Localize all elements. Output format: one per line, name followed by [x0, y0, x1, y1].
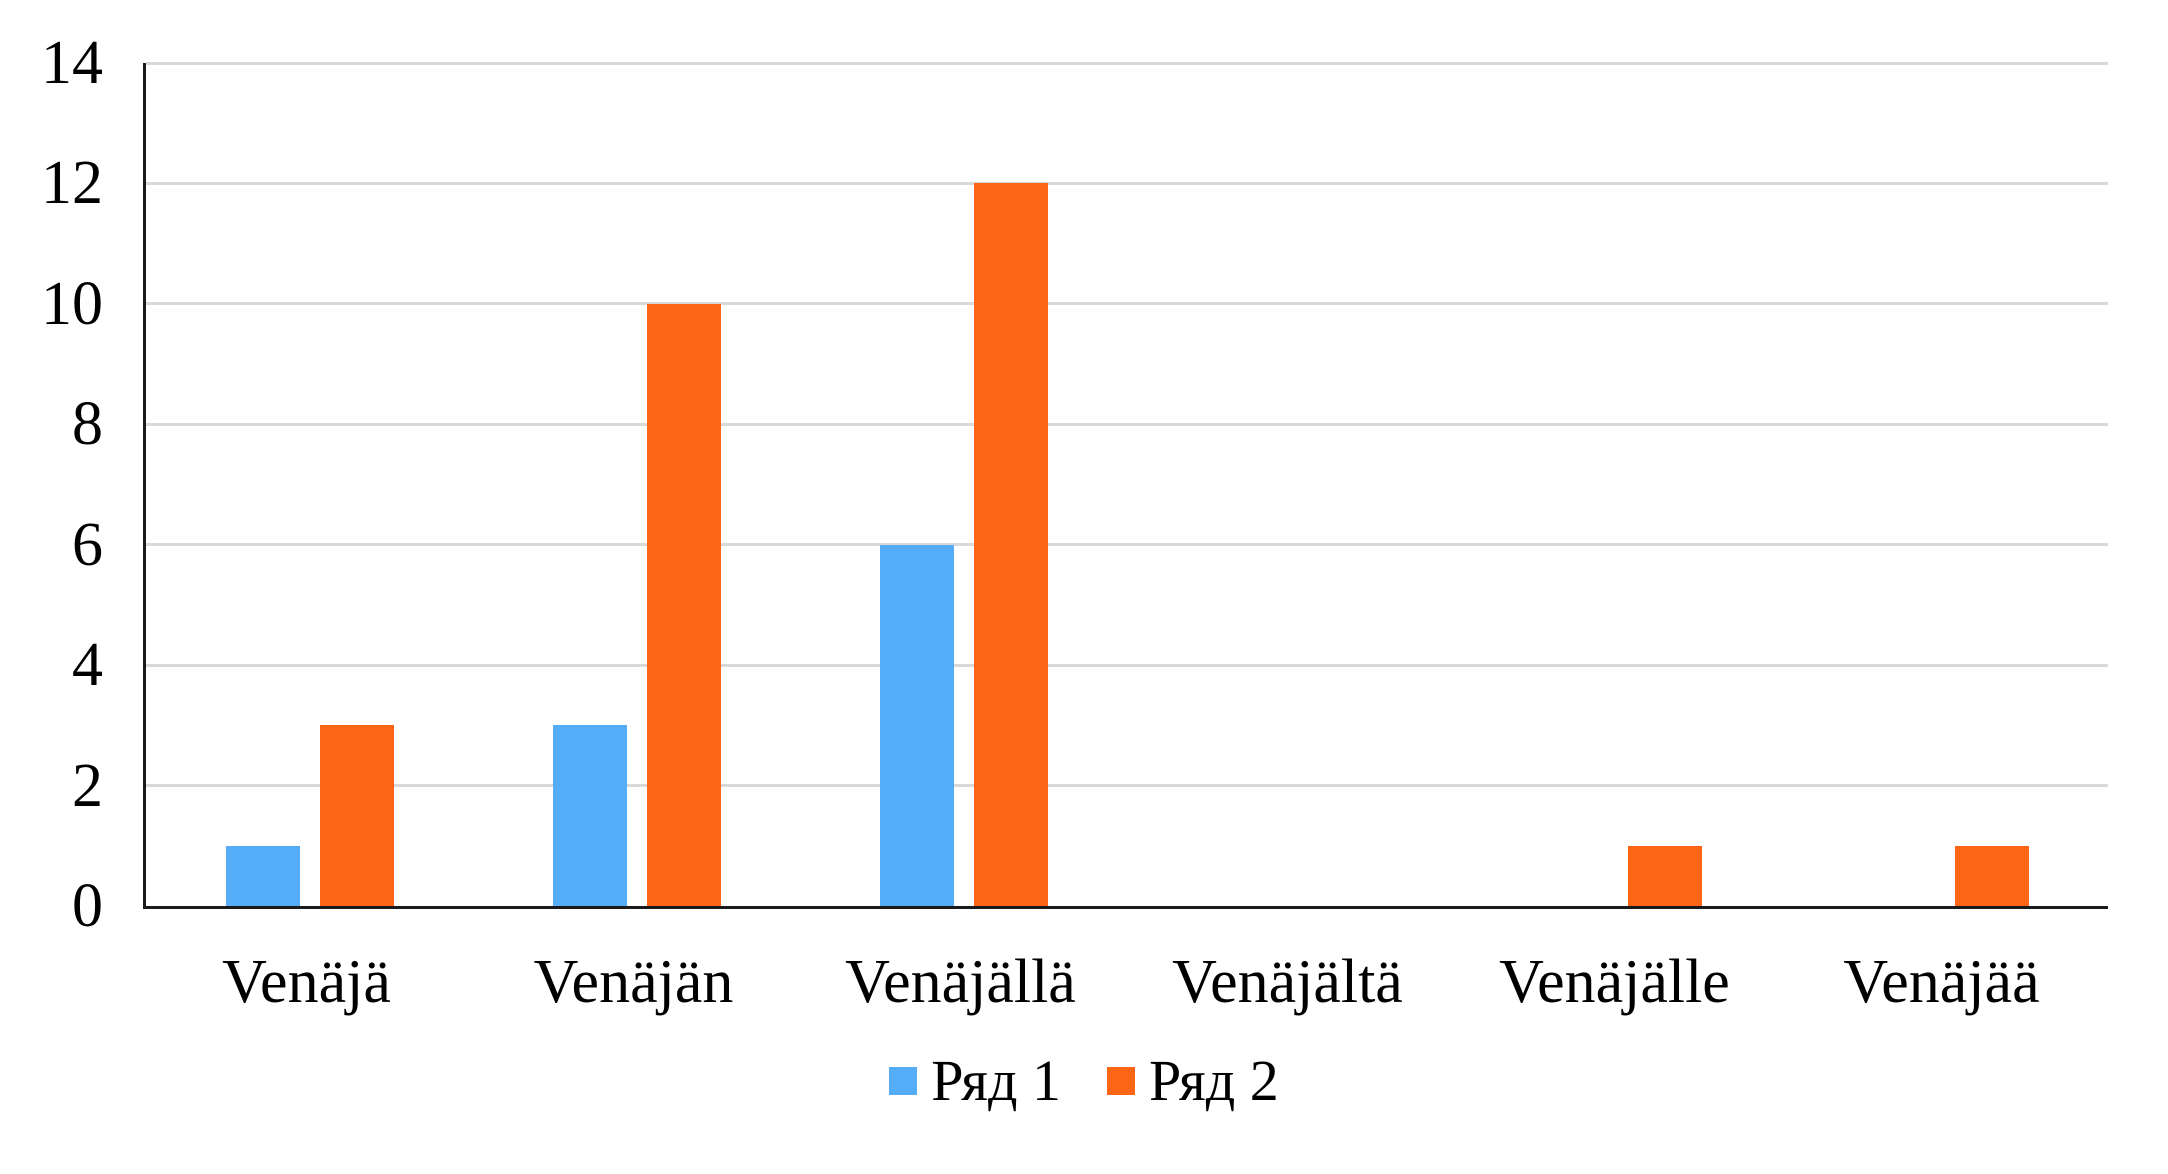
bar — [973, 183, 1048, 906]
legend-label-series-2: Ряд 2 — [1149, 1048, 1279, 1113]
bar — [1954, 845, 2029, 906]
bar — [646, 303, 721, 906]
gridline — [146, 181, 2108, 185]
legend-item-series-1: Ряд 1 — [889, 1046, 1061, 1116]
y-tick-label: 6 — [72, 510, 103, 579]
bar — [879, 544, 954, 906]
gridline — [146, 422, 2108, 426]
gridline — [146, 61, 2108, 65]
bar — [225, 845, 300, 906]
legend-label-series-1: Ряд 1 — [931, 1048, 1061, 1113]
gridline — [146, 302, 2108, 306]
bar — [552, 725, 627, 906]
x-axis-label: Venäjällä — [845, 948, 1076, 1016]
y-tick-label: 8 — [72, 390, 103, 459]
y-tick-label: 10 — [41, 269, 103, 338]
legend-swatch-series-2-icon — [1107, 1067, 1135, 1095]
x-axis-label: Venäjältä — [1172, 948, 1403, 1016]
x-axis-label: Venäjän — [533, 948, 734, 1016]
x-axis-label: Venäjää — [1843, 948, 2040, 1016]
x-axis-label: Venäjä — [222, 948, 391, 1016]
legend-swatch-series-1-icon — [889, 1067, 918, 1095]
gridline — [146, 543, 2108, 547]
plot-area — [143, 61, 2108, 909]
gridline — [146, 663, 2108, 667]
y-tick-label: 4 — [72, 631, 103, 700]
gridline — [146, 784, 2108, 788]
legend: Ряд 1 Ряд 2 — [0, 1046, 2168, 1116]
y-tick-label: 0 — [72, 872, 103, 940]
y-tick-label: 2 — [72, 751, 103, 820]
x-axis-label: Venäjälle — [1499, 948, 1730, 1016]
legend-item-series-2: Ряд 2 — [1107, 1046, 1279, 1116]
y-tick-label: 12 — [41, 149, 103, 218]
bar — [319, 725, 394, 906]
bar — [1627, 845, 1702, 906]
y-tick-label: 14 — [41, 29, 103, 97]
